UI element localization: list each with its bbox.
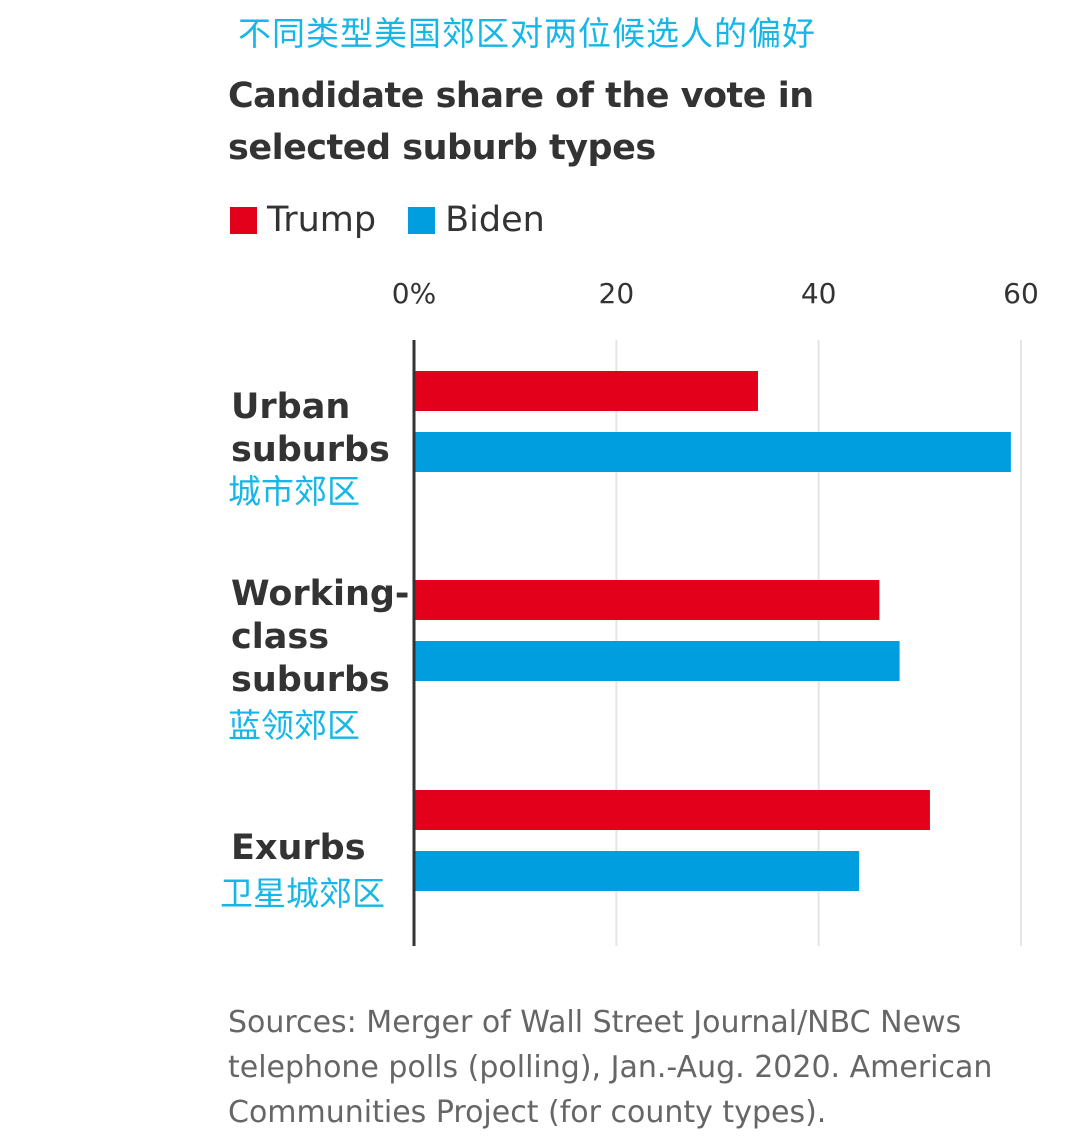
x-tick-label-0: 0%	[392, 277, 436, 310]
x-tick-label-40: 40	[801, 277, 837, 310]
x-tick-label-20: 20	[599, 277, 635, 310]
category-label-cn-0: 城市郊区	[228, 472, 360, 511]
legend-swatch-trump	[230, 206, 257, 234]
bar-trump-0	[414, 371, 758, 411]
category-label-cn-1: 蓝领郊区	[228, 706, 360, 745]
bar-biden-2	[414, 851, 860, 891]
bar-trump-1	[414, 580, 880, 620]
chinese-title: 不同类型美国郊区对两位候选人的偏好	[238, 14, 816, 53]
legend-item-biden: Biden	[408, 200, 545, 240]
bar-biden-1	[414, 641, 900, 681]
category-label-0: Urban suburbs	[231, 387, 390, 470]
category-label-1: Working- class suburbs	[231, 574, 410, 700]
legend: Trump Biden	[230, 198, 577, 242]
legend-label-trump: Trump	[267, 200, 377, 240]
category-label-cn-2: 卫星城郊区	[220, 874, 385, 913]
bar-biden-0	[414, 432, 1011, 472]
x-tick-label-60: 60	[1003, 277, 1039, 310]
bar-trump-2	[414, 790, 930, 830]
chart-title: Candidate share of the vote in selected …	[228, 76, 814, 168]
source-note: Sources: Merger of Wall Street Journal/N…	[228, 1005, 993, 1130]
legend-item-trump: Trump	[230, 200, 376, 240]
category-label-2: Exurbs	[231, 828, 366, 868]
legend-swatch-biden	[408, 206, 436, 234]
legend-label-biden: Biden	[445, 200, 545, 240]
